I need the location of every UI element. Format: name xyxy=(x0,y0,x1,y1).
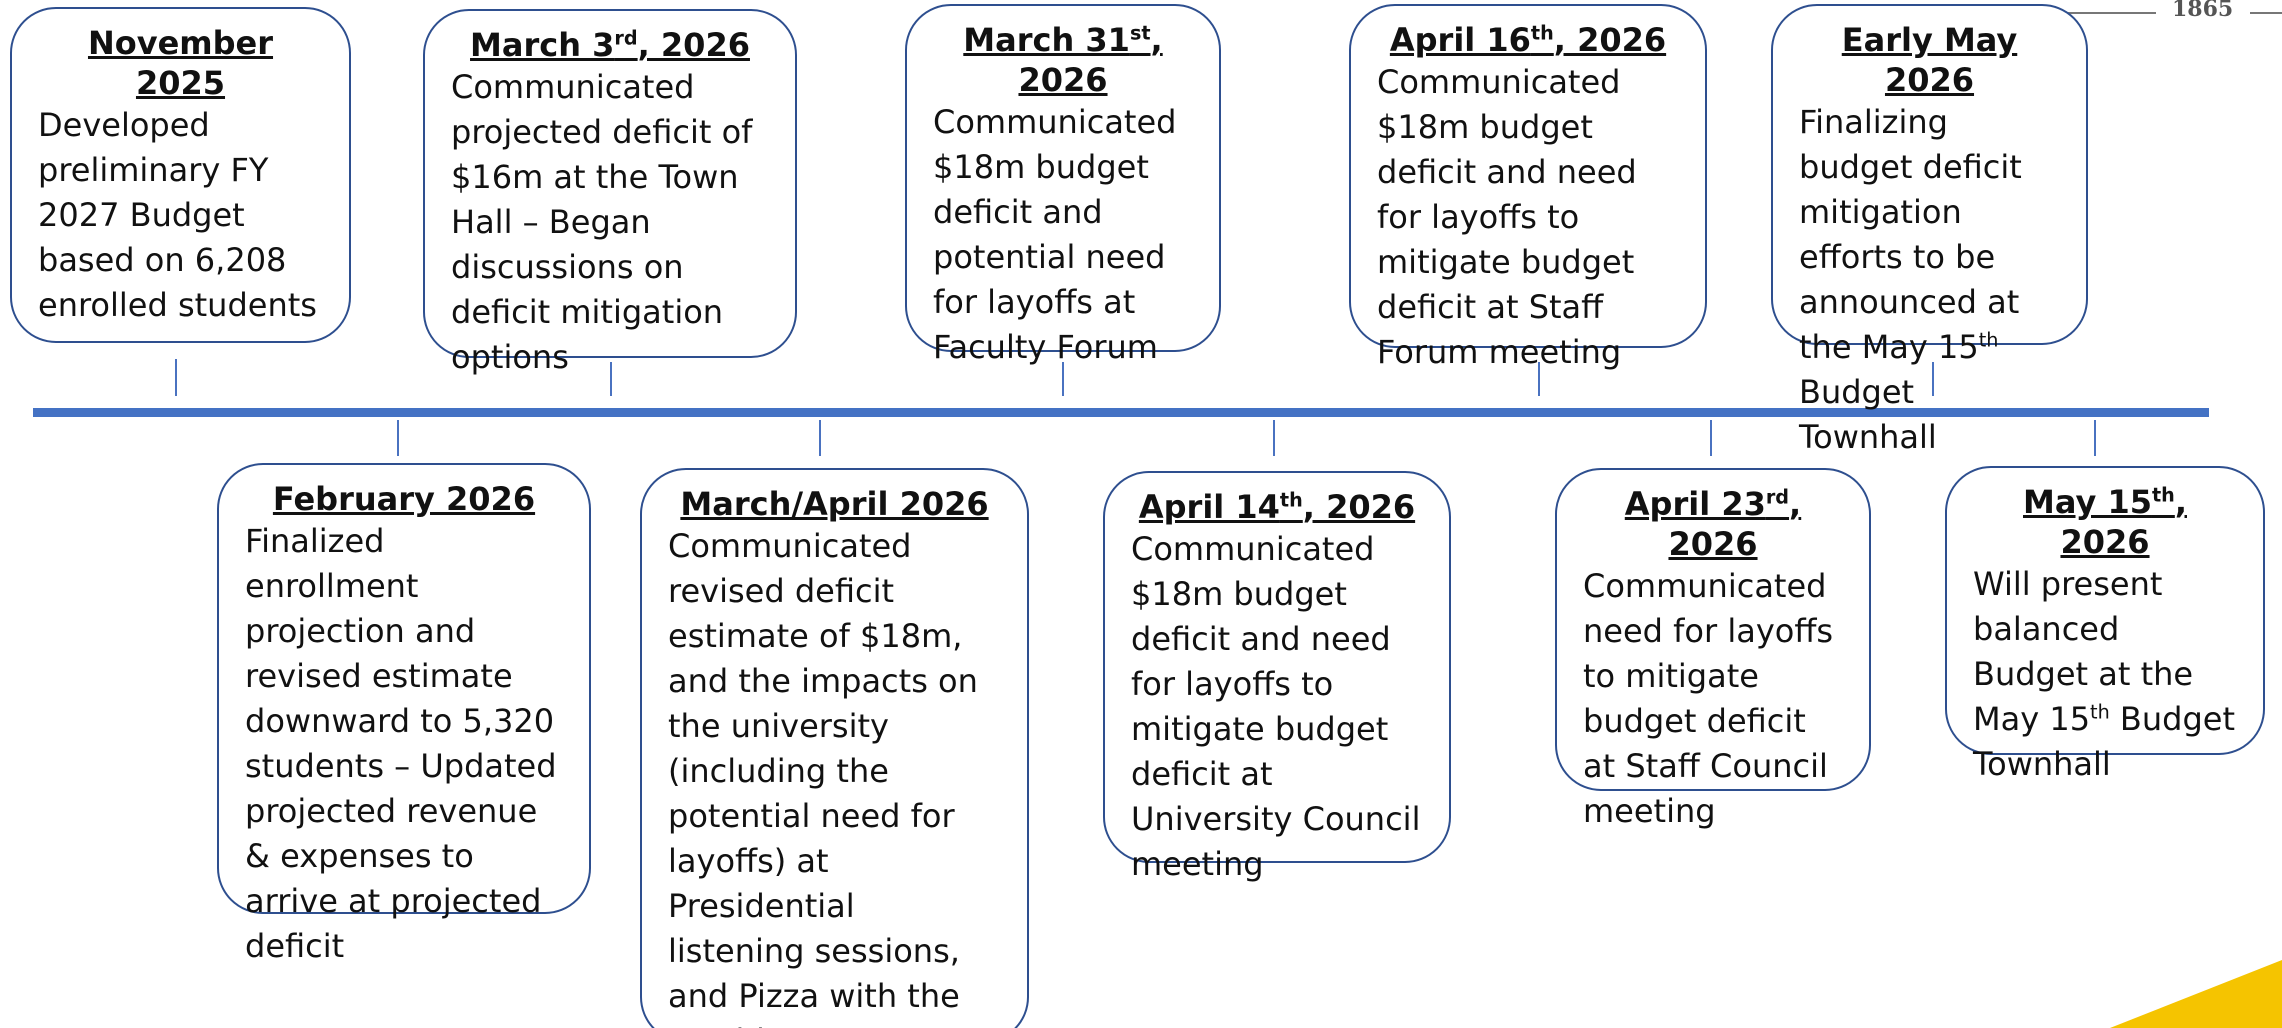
corner-accent xyxy=(2110,960,2282,1028)
event-card: April 16th, 2026 Communicated $18m budget… xyxy=(1349,4,1707,371)
text-run: , 2026 xyxy=(2060,483,2187,561)
event-date: February 2026 xyxy=(245,479,563,519)
superscript: th xyxy=(1530,21,1554,45)
event-card: April 14th, 2026 Communicated $18m budget… xyxy=(1103,471,1451,883)
event-date: March/April 2026 xyxy=(668,484,1001,524)
event-date: Early May 2026 xyxy=(1799,20,2060,100)
superscript: st xyxy=(1129,21,1151,45)
event-description: Finalizing budget deficit mitigation eff… xyxy=(1799,100,2060,460)
text-run: , 2026 xyxy=(637,26,750,64)
timeline-tick xyxy=(1273,420,1275,456)
event-date: November 2025 xyxy=(38,23,323,103)
text-run: , 2026 xyxy=(1553,21,1667,59)
text-run: Finalized enrollment projection and revi… xyxy=(245,522,557,965)
timeline-tick xyxy=(1932,362,1934,396)
event-description: Communicated $18m budget deficit and nee… xyxy=(1377,60,1679,375)
text-run: Finalizing budget deficit mitigation eff… xyxy=(1799,103,2022,366)
text-run: Communicated need for layoffs to mitigat… xyxy=(1583,567,1834,830)
event-card: May 15th, 2026 Will present balanced Budg… xyxy=(1945,466,2265,783)
text-run: April 23 xyxy=(1624,485,1766,523)
text-run: May 15 xyxy=(2023,483,2152,521)
event-card: March/April 2026 Communicated revised def… xyxy=(640,468,1029,1028)
event-description: Communicated $18m budget deficit and pot… xyxy=(933,100,1193,370)
event-date: April 16th, 2026 xyxy=(1377,20,1679,60)
text-run: March/April 2026 xyxy=(680,485,989,523)
event-description: Communicated need for layoffs to mitigat… xyxy=(1583,564,1843,834)
text-run: , 2026 xyxy=(1668,485,1802,563)
text-run: Developed preliminary FY 2027 Budget bas… xyxy=(38,106,317,324)
event-card: April 23rd, 2026 Communicated need for la… xyxy=(1555,468,1871,830)
logo-text: 1865 xyxy=(2172,0,2234,22)
timeline-tick xyxy=(610,362,612,396)
timeline-tick xyxy=(1062,362,1064,396)
text-run: February 2026 xyxy=(272,480,536,518)
text-run: Budget Townhall xyxy=(1799,373,1937,456)
timeline-tick xyxy=(1710,420,1712,456)
timeline-tick xyxy=(397,420,399,456)
event-description: Will present balanced Budget at the May … xyxy=(1973,562,2237,787)
superscript: rd xyxy=(1765,485,1790,509)
superscript: th xyxy=(1279,488,1303,512)
event-card: November 2025 Developed preliminary FY 20… xyxy=(10,7,351,343)
text-run: April 14 xyxy=(1138,488,1280,526)
logo-rule xyxy=(2250,12,2282,14)
timeline-tick xyxy=(2094,420,2096,456)
event-date: April 14th, 2026 xyxy=(1131,487,1423,527)
event-date: April 23rd, 2026 xyxy=(1583,484,1843,564)
text-run: Early May 2026 xyxy=(1841,21,2018,99)
text-run: Budget Townhall xyxy=(1973,700,2235,783)
event-date: May 15th, 2026 xyxy=(1973,482,2237,562)
text-run: Communicated $18m budget deficit and pot… xyxy=(933,103,1177,366)
text-run: , 2026 xyxy=(1018,21,1163,99)
event-date: March 31st, 2026 xyxy=(933,20,1193,100)
logo-rule xyxy=(2068,12,2156,14)
text-run: Communicated $18m budget deficit and nee… xyxy=(1377,63,1637,371)
event-description: Developed preliminary FY 2027 Budget bas… xyxy=(38,103,323,328)
event-card: March 31st, 2026 Communicated $18m budget… xyxy=(905,4,1221,366)
text-run: March 3 xyxy=(470,26,615,64)
event-description: Communicated revised deficit estimate of… xyxy=(668,524,1001,1028)
text-run: April 16 xyxy=(1389,21,1531,59)
event-card: March 3rd, 2026 Communicated projected de… xyxy=(423,9,797,376)
event-date: March 3rd, 2026 xyxy=(451,25,769,65)
text-run: Communicated projected deficit of $16m a… xyxy=(451,68,753,376)
timeline-tick xyxy=(819,420,821,456)
text-run: Will present balanced Budget at the May … xyxy=(1973,565,2194,738)
superscript: th xyxy=(1978,328,1999,352)
text-run: Communicated revised deficit estimate of… xyxy=(668,527,978,1028)
event-description: Communicated $18m budget deficit and nee… xyxy=(1131,527,1423,887)
superscript: th xyxy=(2090,700,2110,724)
event-card: Early May 2026 Finalizing budget deficit … xyxy=(1771,4,2088,456)
timeline-tick xyxy=(175,359,177,396)
text-run: November 2025 xyxy=(87,24,274,102)
superscript: rd xyxy=(614,26,638,50)
event-description: Finalized enrollment projection and revi… xyxy=(245,519,563,969)
timeline-tick xyxy=(1538,362,1540,396)
timeline-axis xyxy=(33,408,2209,417)
superscript: th xyxy=(2151,483,2175,507)
text-run: , 2026 xyxy=(1302,488,1416,526)
text-run: March 31 xyxy=(963,21,1130,59)
text-run: Communicated $18m budget deficit and nee… xyxy=(1131,530,1421,883)
event-card: February 2026 Finalized enrollment projec… xyxy=(217,463,591,965)
event-description: Communicated projected deficit of $16m a… xyxy=(451,65,769,380)
